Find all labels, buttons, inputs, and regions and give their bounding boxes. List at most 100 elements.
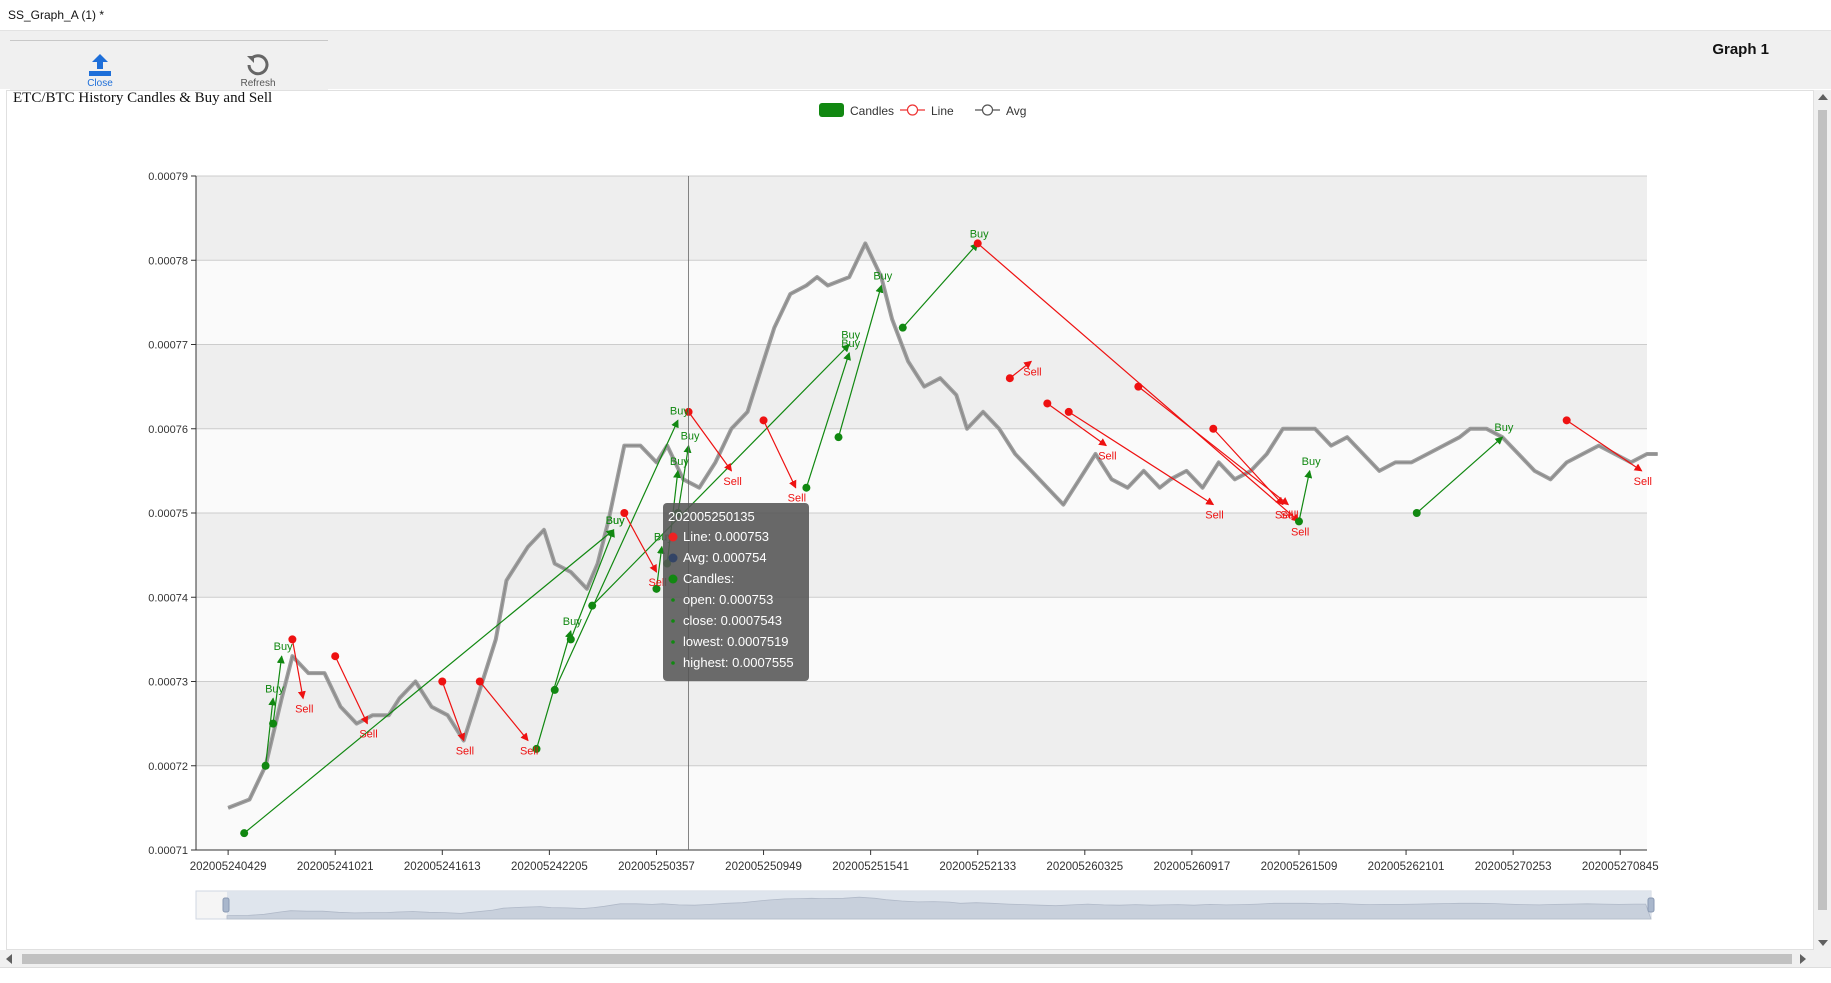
x-tick-label: 202005250357 xyxy=(618,861,695,873)
tooltip-marker xyxy=(671,598,675,602)
y-tick-label: 0.00072 xyxy=(148,761,188,773)
buy-label: Buy xyxy=(873,271,892,283)
tooltip-row: Candles: xyxy=(683,571,734,586)
buy-label: Buy xyxy=(606,515,625,527)
sell-label: Sell xyxy=(1023,366,1041,378)
legend-label-line: Line xyxy=(931,104,954,118)
sell-label: Sell xyxy=(295,703,313,715)
buy-trade-arrow xyxy=(1416,436,1504,514)
buy-label: Buy xyxy=(681,431,700,443)
sell-point xyxy=(1005,374,1014,383)
refresh-button[interactable]: Refresh xyxy=(222,53,294,101)
buy-label: Buy xyxy=(970,228,989,240)
x-tick-label: 202005251541 xyxy=(832,861,909,873)
refresh-icon xyxy=(247,54,269,76)
buy-trade-arrow xyxy=(243,529,615,834)
title-bar: SS_Graph_A (1) * xyxy=(0,0,1831,31)
x-tick-label: 202005260325 xyxy=(1046,861,1123,873)
y-tick-label: 0.00073 xyxy=(148,677,188,689)
buy-trade-arrow xyxy=(677,444,692,514)
x-tick-label: 202005240429 xyxy=(190,861,267,873)
buy-label: Buy xyxy=(841,338,860,350)
sell-point xyxy=(331,652,340,661)
buy-point xyxy=(269,719,278,728)
sell-label: Sell xyxy=(648,577,666,589)
vertical-scroll-thumb[interactable] xyxy=(1818,110,1827,910)
y-tick-label: 0.00079 xyxy=(148,171,188,183)
buy-label: Buy xyxy=(1494,422,1513,434)
scroll-left-icon[interactable] xyxy=(6,954,12,964)
scroll-down-icon[interactable] xyxy=(1818,940,1828,946)
sell-label: Sell xyxy=(359,729,377,741)
vertical-scrollbar[interactable] xyxy=(1814,90,1831,950)
sell-trade-arrow xyxy=(1137,386,1290,506)
close-button-label: Close xyxy=(87,78,113,89)
buy-point xyxy=(240,829,249,838)
grid-band xyxy=(196,681,1647,766)
sell-point xyxy=(973,239,982,248)
status-strip xyxy=(0,967,1831,983)
ribbon-toolbar: Close Refresh xyxy=(0,31,1831,90)
sell-label: Sell xyxy=(1275,510,1293,522)
sell-point xyxy=(1562,416,1571,425)
tooltip-row: Avg: 0.000754 xyxy=(683,550,767,565)
legend-candles-icon xyxy=(819,103,844,117)
sell-label: Sell xyxy=(788,493,806,505)
chart-panel: ETC/BTC History Candles & Buy and Sell Ca… xyxy=(6,90,1814,950)
buy-label: Buy xyxy=(670,405,689,417)
scroll-right-icon[interactable] xyxy=(1800,954,1806,964)
buy-trade-arrow xyxy=(805,351,851,488)
sell-label: Sell xyxy=(1634,476,1652,488)
upload-icon xyxy=(89,54,111,76)
sell-point xyxy=(288,635,297,644)
y-tick-label: 0.00074 xyxy=(148,592,188,604)
chart-svg: ETC/BTC History Candles & Buy and Sell Ca… xyxy=(13,90,1659,920)
buy-label: Buy xyxy=(841,330,860,342)
buy-trade-arrow xyxy=(554,419,679,691)
close-button[interactable]: Close xyxy=(64,53,136,101)
horizontal-scroll-thumb[interactable] xyxy=(22,954,1792,964)
x-tick-label: 202005260917 xyxy=(1154,861,1231,873)
sell-point xyxy=(1043,399,1052,408)
y-tick-label: 0.00071 xyxy=(148,845,188,857)
graph-tab-label[interactable]: Graph 1 xyxy=(1712,41,1769,58)
sell-label: Sell xyxy=(1205,510,1223,522)
sell-point xyxy=(1209,424,1218,433)
grid-band xyxy=(196,344,1647,429)
buy-point xyxy=(550,685,559,694)
sell-trade-arrow xyxy=(441,681,466,742)
sell-point xyxy=(620,509,629,517)
sell-trade-arrow xyxy=(623,512,657,573)
sell-trade-arrow xyxy=(1212,428,1284,506)
tooltip-marker xyxy=(671,661,675,665)
buy-trade-arrow xyxy=(272,655,285,724)
legend-line-circle-icon xyxy=(906,104,919,116)
grid-band xyxy=(196,765,1647,850)
buy-point xyxy=(1412,509,1421,517)
horizontal-scrollbar[interactable] xyxy=(0,950,1831,967)
sell-trade-arrow xyxy=(291,639,306,700)
buy-point xyxy=(261,761,270,770)
buy-trade-arrow xyxy=(570,528,615,640)
buy-point xyxy=(566,635,575,644)
buy-point xyxy=(898,323,907,332)
chart-title: ETC/BTC History Candles & Buy and Sell xyxy=(13,91,272,106)
buy-point xyxy=(652,584,661,593)
tooltip-marker xyxy=(668,532,678,542)
tooltip-row: open: 0.000753 xyxy=(683,592,773,607)
y-tick-label: 0.00077 xyxy=(148,340,188,352)
sell-label: Sell xyxy=(1291,526,1309,538)
x-tick-label: 202005261509 xyxy=(1261,861,1338,873)
grid-band xyxy=(196,260,1647,345)
window-title: SS_Graph_A (1) * xyxy=(8,8,105,22)
sell-trade-arrow xyxy=(688,411,733,472)
sell-point xyxy=(475,677,484,686)
buy-label: Buy xyxy=(606,515,625,527)
tooltip-marker xyxy=(671,640,675,644)
buy-point xyxy=(834,433,843,442)
buy-trade-arrow xyxy=(591,343,850,607)
legend-label-avg: Avg xyxy=(1006,104,1026,118)
x-tick-label: 202005250949 xyxy=(725,861,802,873)
buy-point xyxy=(802,483,811,492)
scroll-up-icon[interactable] xyxy=(1818,94,1828,100)
